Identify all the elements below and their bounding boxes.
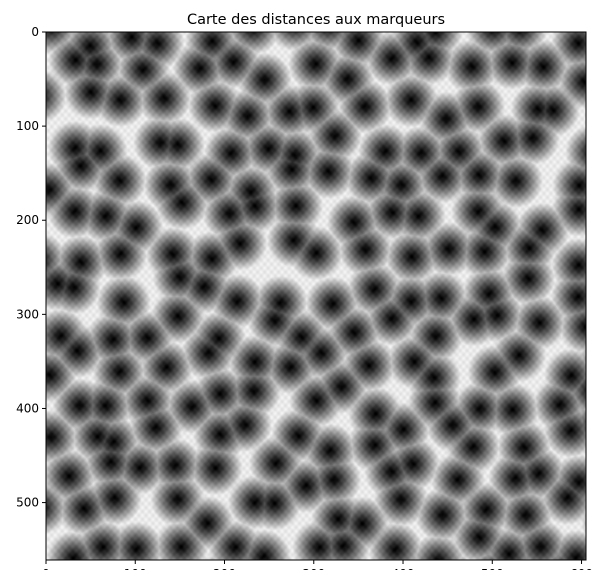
x-tick-label: 300 <box>302 567 325 570</box>
y-tick-label: 300 <box>16 307 39 321</box>
axes-frame <box>45 31 587 561</box>
y-tick-label: 400 <box>16 401 39 415</box>
x-tick-label: 0 <box>42 567 50 570</box>
x-axis: 0 100 200 300 400 500 600 <box>42 560 593 570</box>
y-axis: 0 100 200 300 400 500 <box>16 25 46 510</box>
x-tick-label: 400 <box>392 567 415 570</box>
heatmap-image <box>46 32 586 560</box>
y-tick-label: 100 <box>16 119 39 133</box>
x-tick-label: 200 <box>213 567 236 570</box>
x-tick-label: 600 <box>570 567 593 570</box>
y-tick-label: 200 <box>16 213 39 227</box>
y-tick-label: 0 <box>31 25 39 39</box>
x-tick-label: 500 <box>481 567 504 570</box>
chart-title: Carte des distances aux marqueurs <box>187 12 445 28</box>
plot-area <box>45 31 587 561</box>
x-tick-label: 100 <box>124 567 147 570</box>
heatmap-image-container <box>46 32 586 560</box>
y-tick-label: 500 <box>16 496 39 510</box>
